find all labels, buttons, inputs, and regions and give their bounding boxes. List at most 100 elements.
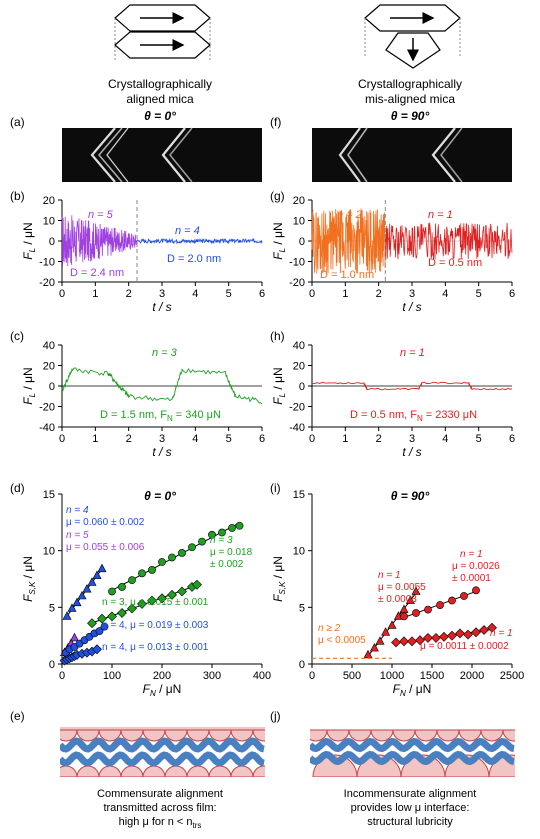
right-bottom-line3: structural lubricity (367, 816, 453, 828)
x-axis-label: FN / μN (393, 682, 432, 698)
data-point-diamond (167, 589, 177, 600)
chart-d: 0 100 200 300 400 0 5 10 15 FN / μN FS,K / μN (21, 489, 271, 698)
trace-series-1 (61, 367, 263, 405)
c-n3-label: n = 3 (152, 347, 178, 359)
i-theta-title: θ = 90° (391, 489, 430, 503)
panel-label-e: (e) (10, 709, 25, 723)
data-point-diamond (423, 633, 433, 643)
y-tick-label: 0 (49, 381, 55, 393)
y-tick-label: -20 (289, 277, 305, 289)
y-tick-label: -10 (289, 257, 305, 269)
x-axis-label: FN / μN (143, 682, 182, 698)
mica-scallop (252, 729, 265, 742)
x-tick-label: 1 (342, 433, 348, 445)
d-blue-mu: μ = 0.060 ± 0.002 (66, 517, 145, 528)
trace-series-1 (311, 381, 513, 391)
x-tick-label: 2 (376, 288, 382, 300)
y-tick-label: 10 (43, 546, 55, 558)
i-tri-mu: μ = 0.0055 (378, 582, 426, 593)
x-tick-label: 2 (376, 433, 382, 445)
panel-label-c: (c) (10, 329, 24, 343)
theta-left-header: θ = 0° (144, 109, 176, 123)
data-point-triangle (70, 632, 79, 642)
x-tick-label: 6 (259, 433, 265, 445)
data-point-circle (218, 528, 226, 537)
y-tick-label: 20 (43, 195, 55, 207)
misaligned-mica-schematic (364, 4, 461, 69)
data-point-circle (95, 627, 104, 636)
data-point-circle (412, 609, 420, 617)
y-tick-label: 10 (293, 546, 305, 558)
data-point-circle (178, 549, 186, 557)
j-bottom-mica (312, 754, 515, 777)
x-tick-label: 1500 (420, 670, 444, 682)
y-axis-label: FL / μN (271, 222, 287, 259)
x-axis-label: t / s (152, 300, 171, 314)
y-axis-label: FS,K / μN (271, 556, 287, 602)
i-circ-n: n = 1 (460, 549, 483, 560)
data-point-circle (168, 553, 176, 562)
g-D10-label: D = 1.0 nm (320, 269, 374, 281)
aligned-mica-schematic (114, 4, 211, 62)
left-caption-line2: aligned mica (126, 92, 194, 106)
e-film-layer-1 (60, 737, 265, 753)
chart-c: 0 1 2 3 4 5 6 -40 -20 0 20 40 t / s FL / μN (21, 340, 265, 459)
x-tick-label: 0 (309, 433, 315, 445)
right-bottom-line2: provides low μ interface: (351, 802, 470, 814)
b-D24-label: D = 2.4 nm (70, 267, 124, 279)
x-axis-label: t / s (402, 300, 421, 314)
y-tick-label: -20 (289, 402, 305, 414)
data-point-circle (460, 592, 468, 600)
data-point-circle (400, 612, 408, 621)
data-point-triangle (72, 597, 82, 607)
j-film-layer-1 (310, 737, 515, 753)
y-tick-label: -40 (289, 422, 305, 434)
data-point-diamond (447, 630, 457, 641)
data-point-diamond (117, 608, 127, 618)
d-green2-label: n = 3, μ = 0.015 ± 0.001 (102, 597, 209, 608)
i-diam-mu: μ = 0.0011 ± 0.0002 (420, 641, 509, 652)
d-blue3-label: n = 4, μ = 0.013 ± 0.001 (102, 642, 209, 653)
data-point-diamond (399, 636, 409, 647)
panel-label-j: (j) (270, 709, 281, 723)
panel-label-h: (h) (270, 329, 285, 343)
x-axis-label: t / s (402, 445, 421, 459)
d-theta-title: θ = 0° (144, 489, 176, 503)
b-n4-label: n = 4 (175, 225, 200, 237)
chart-i: 0 500 1000 1500 2000 2500 0 5 10 15 FN / μN FS,K / … (271, 489, 524, 698)
data-point-circle (100, 622, 109, 631)
y-tick-label: 20 (293, 195, 305, 207)
data-point-triangle (369, 642, 379, 652)
x-tick-label: 1 (92, 288, 98, 300)
data-point-circle (208, 530, 216, 539)
i-tri-n: n = 1 (378, 570, 401, 581)
i-circ-pm: ± 0.0001 (452, 573, 491, 584)
data-point-diamond (463, 629, 473, 640)
x-tick-label: 6 (509, 288, 515, 300)
i-diam-n: n = 1 (490, 628, 513, 639)
j-top-mica (310, 729, 515, 742)
panel-label-i: (i) (270, 481, 281, 495)
d-blue2-label: n = 4, μ = 0.019 ± 0.003 (102, 620, 209, 631)
mica-scallop (312, 754, 358, 777)
e-top-mica (60, 727, 265, 742)
j-film-layer-2 (310, 750, 515, 766)
schematic-j (310, 727, 515, 777)
data-point-triangle (375, 636, 385, 645)
data-point-circle (148, 566, 156, 574)
y-tick-label: -20 (39, 277, 55, 289)
y-tick-label: 0 (49, 236, 55, 248)
mica-scallop (400, 754, 446, 777)
data-point-diamond (177, 586, 187, 597)
d-purple-n5: n = 5 (66, 530, 89, 541)
x-tick-label: 400 (253, 670, 271, 682)
data-point-circle (448, 596, 456, 605)
data-point-circle (188, 543, 196, 552)
y-tick-label: 15 (293, 489, 305, 501)
right-caption-line2: mis-aligned mica (365, 92, 455, 106)
data-point-triangle (97, 563, 107, 573)
x-tick-label: 3 (409, 288, 415, 300)
data-point-triangle (381, 627, 391, 636)
y-tick-label: 20 (43, 361, 55, 373)
